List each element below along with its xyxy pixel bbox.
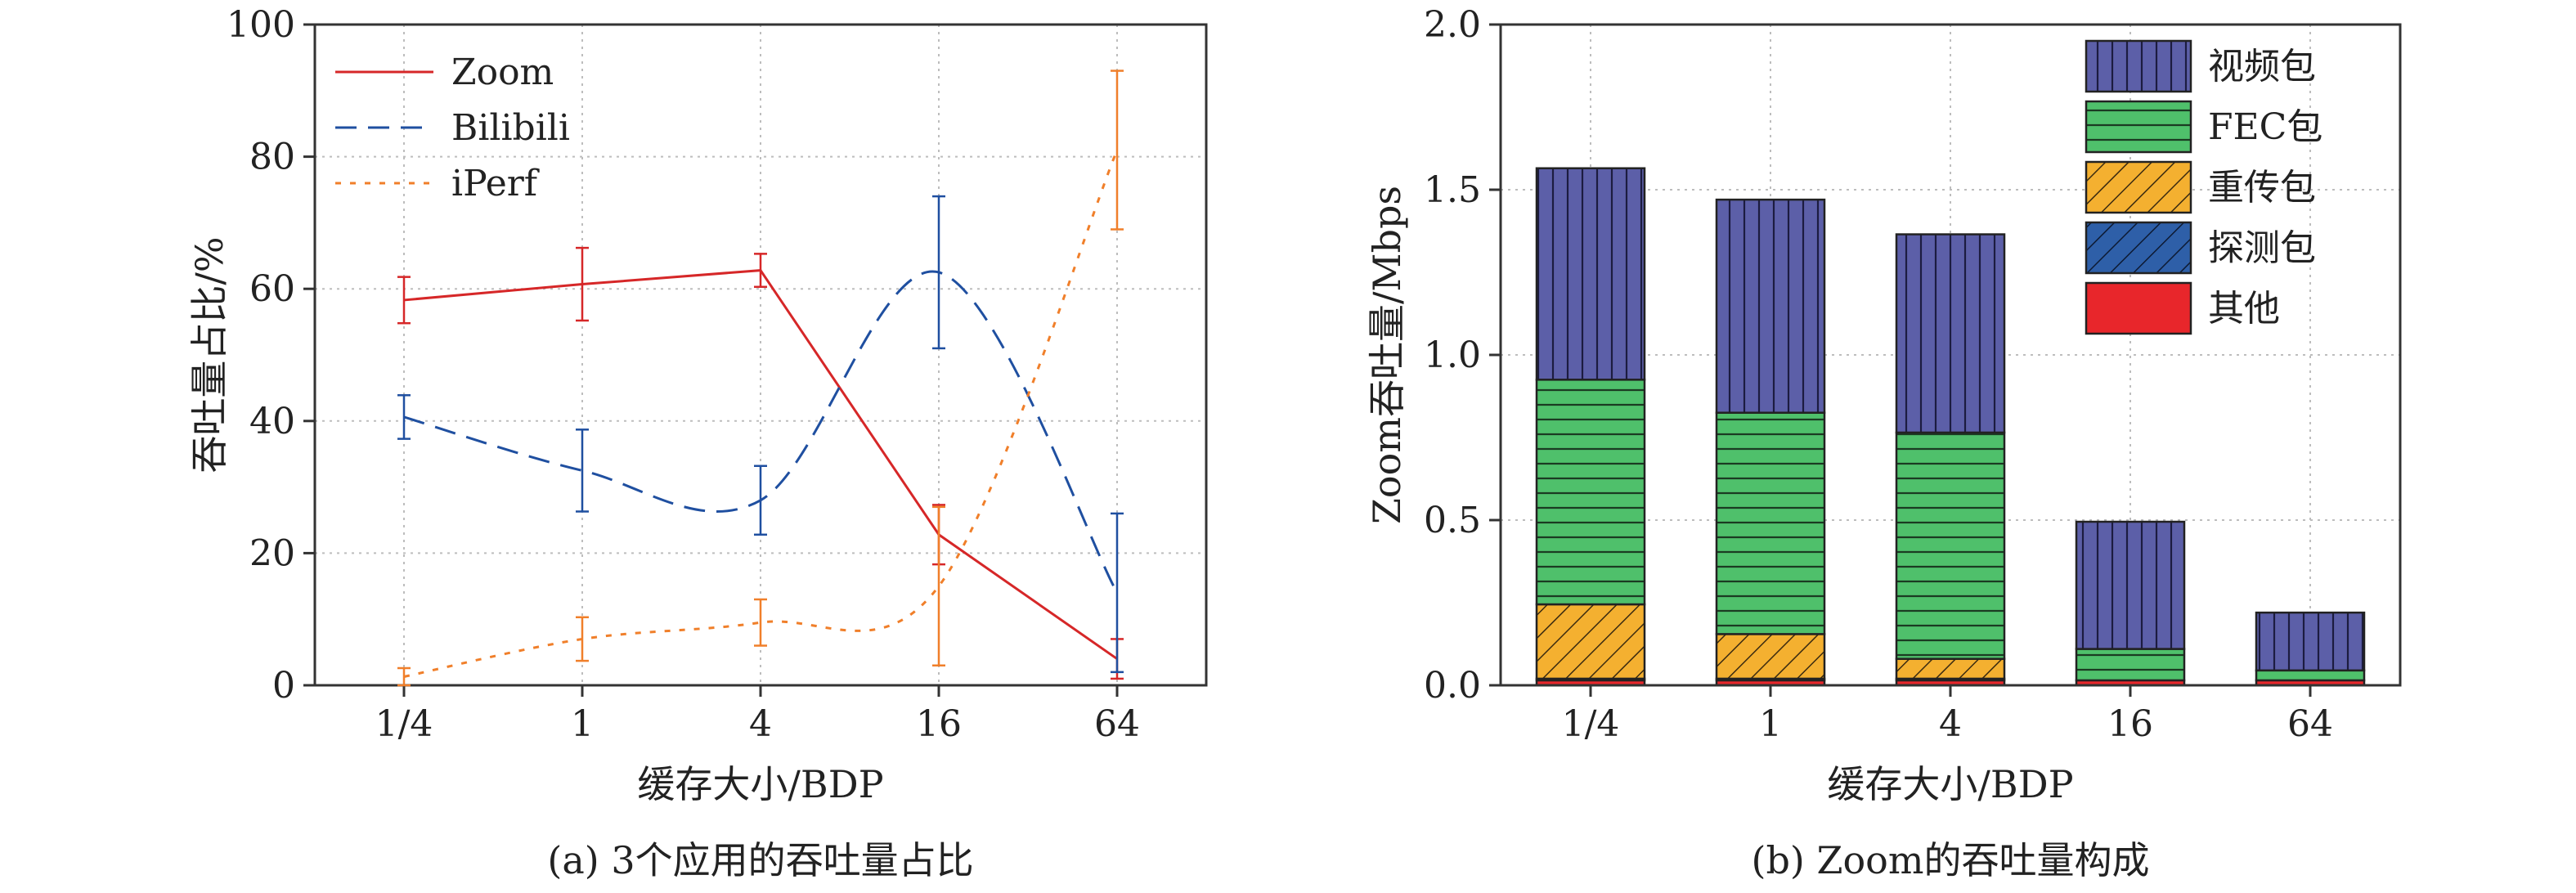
legend-label: 其他 [2208, 288, 2280, 330]
bar-segment [1715, 198, 1826, 414]
panel-b-y-tick-label: 0.0 [1424, 665, 1481, 707]
panel-b-bars [1535, 167, 2366, 687]
legend-swatch [2085, 281, 2192, 335]
panel-a-y-tick-label: 0 [272, 665, 295, 707]
panel-a-x-tick-label: 1 [571, 703, 594, 745]
legend-swatch [2085, 39, 2192, 93]
panel-a-x-tick-label: 1/4 [375, 703, 433, 745]
panel-b-x-axis-label: 缓存大小/BDP [1827, 762, 2073, 806]
panel-a-y-tick-label: 100 [227, 4, 295, 46]
panel-a-x-tick-label: 64 [1094, 703, 1140, 745]
panel-b-stacked-bar-chart: 0.0 0.5 1.0 1.5 2.0 1/4 1 4 16 64 视频包 FEC包重传包探测包其他… [1365, 4, 2402, 882]
bar-stack [1715, 198, 1826, 687]
series-bilibili [397, 195, 1124, 674]
bar-segment [1535, 379, 1646, 606]
bar-segment [2255, 611, 2366, 672]
bar-stack [1895, 233, 2006, 687]
series-iperf [397, 70, 1124, 687]
panel-a-caption: (a) 3个应用的吞吐量占比 [547, 838, 973, 882]
panel-a-x-tick-label: 16 [916, 703, 962, 745]
panel-b-caption: (b) Zoom的吞吐量构成 [1752, 838, 2150, 882]
legend-swatch [2085, 100, 2192, 154]
panel-a-x-tick-label: 4 [749, 703, 772, 745]
panel-a-y-tick-label: 40 [249, 401, 295, 442]
bar-segment [1895, 657, 2006, 680]
panel-a-y-tick-label: 80 [249, 137, 295, 178]
panel-b-y-tick-label: 0.5 [1424, 500, 1481, 541]
panel-a-y-axis-label: 吞吐量占比/% [187, 236, 231, 473]
panel-a-y-tick-label: 60 [249, 268, 295, 310]
panel-a-grid [315, 25, 1206, 685]
bar-segment [2075, 520, 2186, 650]
series-line [403, 269, 1118, 660]
panel-b-ticks: 0.0 0.5 1.0 1.5 2.0 1/4 1 4 16 64 [1424, 4, 2333, 745]
panel-b-x-tick-label: 16 [2107, 703, 2153, 745]
panel-a-legend: Zoom Bilibili iPerf [335, 52, 570, 204]
panel-b-y-tick-label: 2.0 [1424, 4, 1481, 46]
bar-segment [1715, 633, 1826, 680]
panel-b-y-axis-label: Zoom吞吐量/Mbps [1365, 186, 1409, 524]
bar-segment [1895, 233, 2006, 434]
bar-segment [1895, 431, 2006, 660]
panel-b-x-tick-label: 64 [2287, 703, 2333, 745]
panel-a-ticks: 0 20 40 60 80 100 1/4 1 4 16 64 [227, 4, 1140, 745]
legend-label: 重传包 [2208, 167, 2316, 209]
panel-b-x-tick-label: 1 [1759, 703, 1782, 745]
legend-label: 视频包 [2208, 46, 2316, 88]
panel-b-y-tick-label: 1.5 [1424, 169, 1481, 211]
panel-a-y-tick-label: 20 [249, 532, 295, 574]
panel-a-series [397, 70, 1124, 687]
panel-b-x-tick-label: 4 [1939, 703, 1962, 745]
bar-segment [1535, 603, 1646, 680]
legend-label: iPerf [451, 163, 540, 204]
legend-swatch [2085, 221, 2192, 275]
panel-a-x-axis-label: 缓存大小/BDP [637, 762, 883, 806]
legend-label: 探测包 [2208, 227, 2316, 269]
series-line [403, 149, 1119, 678]
bar-stack [1535, 167, 1646, 687]
legend-swatch [2085, 160, 2192, 214]
bar-stack [2075, 520, 2186, 687]
bar-segment [2075, 648, 2186, 682]
panel-b-x-tick-label: 1/4 [1562, 703, 1620, 745]
panel-b-y-tick-label: 1.0 [1424, 334, 1481, 376]
series-line [403, 270, 1119, 594]
legend-label: FEC包 [2208, 106, 2322, 148]
bar-segment [1715, 411, 1826, 635]
bar-segment [1535, 167, 1646, 381]
bar-segment [2255, 669, 2366, 682]
legend-label: Bilibili [451, 107, 570, 149]
legend-label: Zoom [451, 52, 554, 93]
bar-stack [2255, 611, 2366, 687]
